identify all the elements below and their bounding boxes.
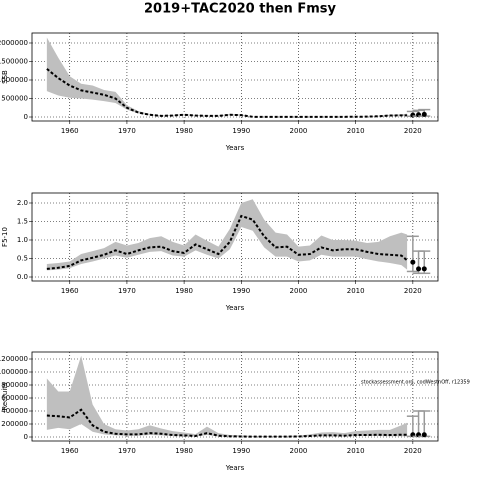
forecast-point bbox=[421, 432, 427, 438]
y-tick-label: 0.0 bbox=[17, 273, 28, 281]
y-axis-label: SSB bbox=[1, 70, 9, 84]
x-tick-label: 2000 bbox=[290, 127, 308, 135]
x-tick-label: 1960 bbox=[61, 287, 79, 295]
y-tick-label: 1200000 bbox=[0, 355, 28, 363]
forecast-point bbox=[421, 266, 427, 272]
y-tick-label: 200000 bbox=[1, 420, 28, 428]
x-tick-label: 1980 bbox=[175, 127, 193, 135]
forecast-point bbox=[410, 112, 416, 118]
x-tick-label: 2010 bbox=[347, 447, 365, 455]
y-tick-label: 1000000 bbox=[0, 368, 28, 376]
y-tick-label: 2000000 bbox=[0, 39, 28, 47]
plot-frame bbox=[31, 192, 439, 282]
estimate-line bbox=[46, 68, 408, 118]
x-tick-label: 1970 bbox=[118, 287, 136, 295]
estimate-line bbox=[46, 214, 408, 270]
x-axis-label: Years bbox=[225, 464, 245, 472]
plot-frame bbox=[31, 351, 439, 442]
plot-frame bbox=[31, 32, 439, 122]
x-tick-label: 1980 bbox=[175, 447, 193, 455]
x-tick-label: 2020 bbox=[404, 127, 422, 135]
confidence-band bbox=[46, 199, 408, 271]
y-tick-label: 1500000 bbox=[0, 57, 28, 65]
y-tick-label: 2.0 bbox=[17, 199, 28, 207]
confidence-band bbox=[46, 37, 408, 117]
y-tick-label: 800000 bbox=[1, 381, 28, 389]
figure-title: 2019+TAC2020 then Fmsy bbox=[144, 2, 336, 17]
y-tick-label: 0 bbox=[24, 113, 28, 121]
x-tick-label: 1980 bbox=[175, 287, 193, 295]
x-tick-label: 1960 bbox=[61, 447, 79, 455]
x-tick-label: 1990 bbox=[232, 447, 250, 455]
y-tick-label: 0.5 bbox=[17, 255, 28, 263]
x-tick-label: 2000 bbox=[290, 447, 308, 455]
x-axis-label: Years bbox=[225, 304, 245, 312]
y-tick-label: 1.0 bbox=[17, 236, 28, 244]
x-axis-label: Years bbox=[225, 144, 245, 152]
forecast-point bbox=[410, 259, 416, 265]
x-tick-label: 1970 bbox=[118, 447, 136, 455]
forecast-point bbox=[416, 266, 422, 272]
y-tick-label: 600000 bbox=[1, 394, 28, 402]
x-tick-label: 1970 bbox=[118, 127, 136, 135]
x-tick-label: 2010 bbox=[347, 287, 365, 295]
x-tick-label: 2020 bbox=[404, 287, 422, 295]
x-tick-label: 2000 bbox=[290, 287, 308, 295]
y-tick-label: 0 bbox=[24, 433, 28, 441]
annotation: stockassessment.org, codWestnOff, r12359 bbox=[361, 380, 470, 386]
y-tick-label: 500000 bbox=[1, 95, 28, 103]
estimate-line bbox=[46, 408, 408, 438]
x-tick-label: 1990 bbox=[232, 287, 250, 295]
x-tick-label: 2020 bbox=[404, 447, 422, 455]
x-tick-label: 1990 bbox=[232, 127, 250, 135]
y-tick-label: 1000000 bbox=[0, 76, 28, 84]
y-axis-label: Recruits bbox=[1, 382, 9, 411]
x-tick-label: 1960 bbox=[61, 127, 79, 135]
y-tick-label: 400000 bbox=[1, 407, 28, 415]
y-tick-label: 1.5 bbox=[17, 217, 28, 225]
confidence-band bbox=[46, 355, 408, 437]
forecast-point bbox=[421, 111, 427, 117]
x-tick-label: 2010 bbox=[347, 127, 365, 135]
y-axis-label: F5-10 bbox=[1, 227, 9, 247]
